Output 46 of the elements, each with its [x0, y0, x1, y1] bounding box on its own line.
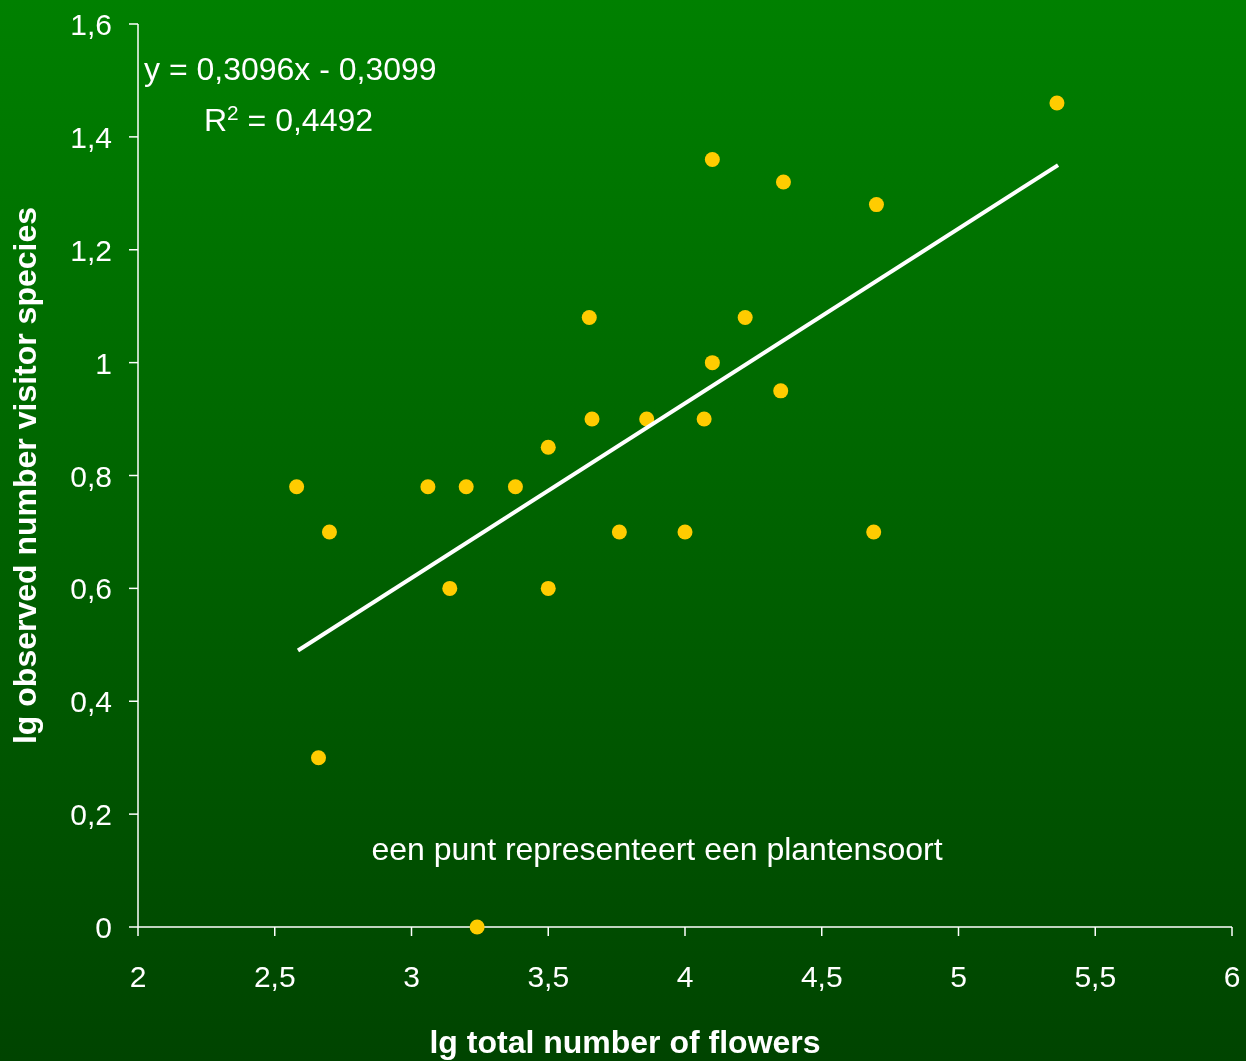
y-tick-label: 0,6 [70, 572, 112, 606]
point [321, 524, 337, 540]
y-tick-label: 1,2 [70, 233, 112, 267]
point [704, 355, 720, 371]
x-tick-label: 3,5 [527, 960, 570, 993]
point [584, 411, 600, 427]
annotation: R$^{2}$ = 0,4492 [204, 100, 374, 138]
x-tick-label: 6 [1223, 960, 1241, 993]
y-tick-label: 0,4 [70, 685, 112, 719]
point [469, 919, 485, 935]
x-tick-label: 4,5 [800, 960, 843, 993]
y-tick-label: 0 [95, 911, 112, 944]
point [540, 580, 556, 596]
x-tick-label: 2,5 [253, 960, 296, 993]
point [677, 524, 693, 540]
point [737, 309, 753, 325]
y-axis-title: lg observed number visitor species [7, 206, 43, 745]
point [775, 174, 791, 190]
point [458, 479, 474, 495]
annotation: y = 0,3096x - 0,3099 [144, 51, 437, 87]
point [507, 479, 523, 495]
annotation: een punt representeert een plantensoort [371, 831, 943, 867]
point [866, 524, 882, 540]
point [1049, 95, 1065, 111]
x-tick-label: 5,5 [1074, 960, 1117, 993]
point [311, 750, 327, 766]
point [696, 411, 712, 427]
point [442, 580, 458, 596]
x-tick-label: 2 [129, 960, 147, 993]
y-tick-label: 1,4 [70, 120, 112, 154]
x-tick-label: 3 [403, 960, 420, 993]
point [581, 309, 597, 325]
point [611, 524, 627, 540]
x-tick-label: 5 [950, 960, 967, 993]
point [420, 479, 436, 495]
point [540, 439, 556, 455]
point [868, 197, 884, 213]
y-tick-label: 1,6 [70, 8, 112, 41]
x-tick-label: 4 [676, 960, 694, 993]
y-tick-label: 0,8 [70, 459, 112, 493]
point [289, 479, 305, 495]
y-tick-label: 1 [95, 346, 112, 380]
point [704, 151, 720, 167]
x-axis-title: lg total number of flowers [429, 1024, 821, 1060]
y-tick-label: 0,2 [70, 798, 112, 832]
point [773, 383, 789, 399]
